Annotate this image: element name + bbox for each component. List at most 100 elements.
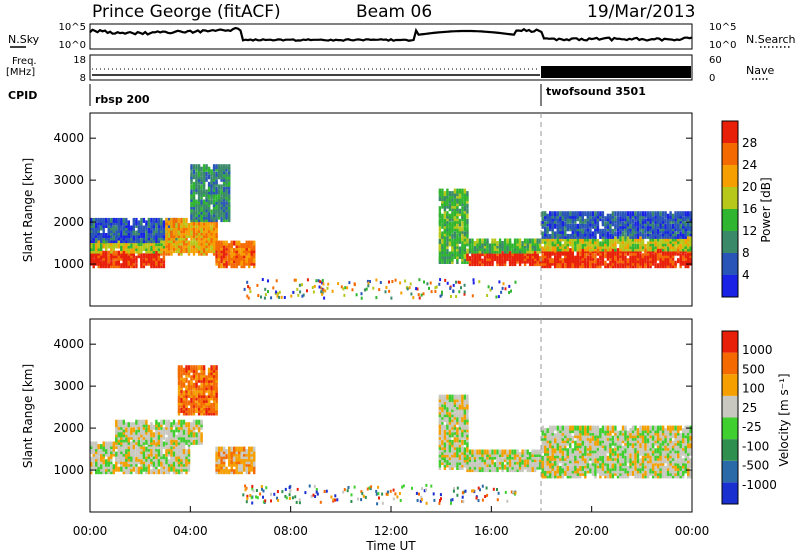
echo-cell: [639, 246, 642, 252]
echo-cell: [646, 246, 650, 252]
echo-cell: [253, 240, 256, 246]
echo-cell: [162, 461, 166, 467]
echo-cell: [500, 290, 503, 294]
echo-cell: [634, 243, 637, 249]
echo-cell: [571, 435, 574, 441]
echo-cell: [228, 469, 231, 475]
echo-cell: [446, 236, 449, 242]
echo-cell: [511, 449, 514, 455]
echo-cell: [150, 444, 153, 450]
echo-cell: [175, 240, 178, 246]
echo-cell: [167, 466, 171, 472]
echo-cell: [689, 218, 692, 224]
echo-cell: [466, 238, 469, 244]
echo-cell: [195, 365, 198, 371]
echo-cell: [649, 233, 652, 239]
echo-cell: [120, 456, 123, 462]
echo-cell: [157, 253, 161, 259]
echo-cell: [441, 218, 444, 224]
echo-cell: [250, 459, 253, 465]
echo-cell: [122, 253, 125, 259]
echo-cell: [561, 433, 564, 439]
echo-cell: [165, 217, 168, 223]
echo-cell: [197, 419, 201, 425]
echo-cell: [205, 408, 208, 413]
echo-cell: [571, 246, 574, 252]
echo-cell: [674, 218, 677, 224]
echo-cell: [274, 292, 277, 296]
echo-cell: [210, 375, 213, 381]
echo-cell: [456, 246, 459, 252]
echo-cell: [606, 463, 610, 469]
echo-cell: [554, 425, 557, 431]
echo-cell: [561, 425, 564, 431]
echo-cell: [491, 454, 494, 460]
echo-cell: [125, 223, 128, 228]
echo-cell: [112, 260, 115, 266]
echo-cell: [416, 287, 419, 291]
echo-cell: [441, 424, 444, 430]
echo-cell: [586, 443, 590, 449]
echo-cell: [569, 250, 572, 256]
echo-cell: [456, 465, 459, 470]
echo-cell: [498, 449, 502, 455]
colorbar-swatch: [722, 275, 738, 297]
echo-cell: [566, 246, 569, 252]
echo-cell: [100, 260, 103, 266]
echo-cell: [579, 231, 582, 237]
echo-cell: [187, 427, 191, 433]
echo-cell: [649, 211, 652, 217]
echo-cell: [200, 375, 203, 381]
echo-cell: [599, 455, 602, 461]
echo-cell: [609, 246, 612, 252]
echo-cell: [644, 248, 647, 254]
echo-cell: [192, 400, 196, 406]
echo-cell: [453, 203, 457, 209]
echo-cell: [185, 217, 188, 223]
echo-cell: [452, 290, 455, 293]
echo-cell: [443, 429, 447, 435]
echo-cell: [471, 294, 474, 298]
echo-cell: [157, 228, 161, 233]
echo-cell: [631, 250, 635, 256]
echo-cell: [147, 437, 151, 443]
echo-cell: [152, 424, 156, 430]
echo-cell: [177, 395, 181, 401]
echo-cell: [270, 296, 273, 300]
echo-cell: [160, 429, 163, 435]
echo-cell: [434, 286, 437, 290]
echo-cell: [669, 253, 672, 259]
echo-cell: [207, 375, 211, 381]
echo-cell: [192, 164, 196, 170]
echo-cell: [659, 233, 662, 239]
echo-cell: [187, 245, 191, 251]
echo-cell: [127, 253, 130, 259]
echo-cell: [541, 455, 544, 461]
cpid-mode-2: twofsound 3501: [546, 85, 646, 98]
echo-cell: [220, 253, 223, 259]
echo-cell: [441, 203, 444, 209]
echo-cell: [115, 419, 118, 425]
echo-cell: [649, 246, 652, 252]
echo-cell: [443, 203, 447, 209]
echo-cell: [167, 228, 171, 233]
echo-cell: [689, 236, 692, 242]
echo-cell: [448, 196, 452, 202]
echo-cell: [115, 253, 118, 259]
echo-cell: [656, 253, 660, 259]
echo-cell: [192, 184, 196, 190]
freq-right-tick-top: 60: [709, 55, 722, 66]
echo-cell: [182, 437, 186, 443]
echo-cell: [439, 294, 442, 298]
echo-cell: [167, 424, 171, 430]
echo-cell: [207, 248, 211, 254]
echo-cell: [217, 189, 221, 195]
echo-cell: [458, 394, 462, 400]
echo-cell: [539, 464, 542, 470]
echo-cell: [496, 459, 499, 465]
echo-cell: [130, 238, 133, 244]
echo-cell: [187, 408, 191, 413]
echo-cell: [182, 238, 186, 244]
echo-cell: [192, 250, 196, 256]
